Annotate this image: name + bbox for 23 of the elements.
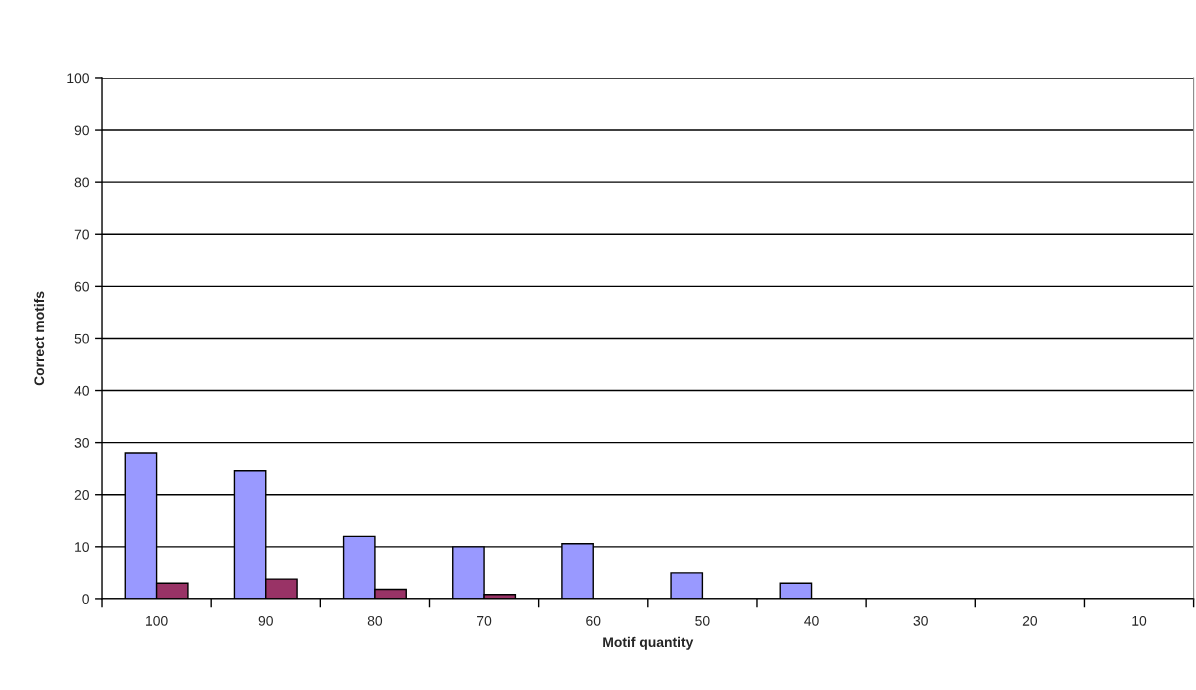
- x-tick-label: 60: [586, 615, 601, 626]
- y-tick-label: 60: [74, 281, 89, 292]
- y-tick-label: 100: [67, 73, 89, 84]
- x-tick-label: 30: [913, 615, 928, 626]
- y-axis-title: Correct motifs: [33, 291, 45, 386]
- x-tick-label: 70: [477, 615, 492, 626]
- x-tick-label: 90: [258, 615, 273, 626]
- y-tick-label: 80: [74, 177, 89, 188]
- y-tick-label: 50: [74, 333, 89, 344]
- y-tick-label: 10: [75, 542, 89, 552]
- y-tick-label: 40: [74, 385, 89, 396]
- x-axis-title: Motif quantity: [603, 636, 694, 650]
- x-tick-label: 40: [804, 615, 819, 626]
- y-tick-label: 90: [74, 125, 89, 136]
- x-tick-label: 80: [367, 615, 383, 626]
- x-tick-label: 10: [1132, 615, 1147, 626]
- x-tick-label: 100: [146, 615, 168, 626]
- y-tick-label: 0: [82, 594, 89, 605]
- y-tick-label: 20: [74, 490, 89, 500]
- x-tick-label: 50: [695, 615, 710, 626]
- y-tick-label: 30: [74, 437, 89, 448]
- y-tick-label: 70: [74, 229, 89, 240]
- x-tick-label: 20: [1022, 615, 1038, 626]
